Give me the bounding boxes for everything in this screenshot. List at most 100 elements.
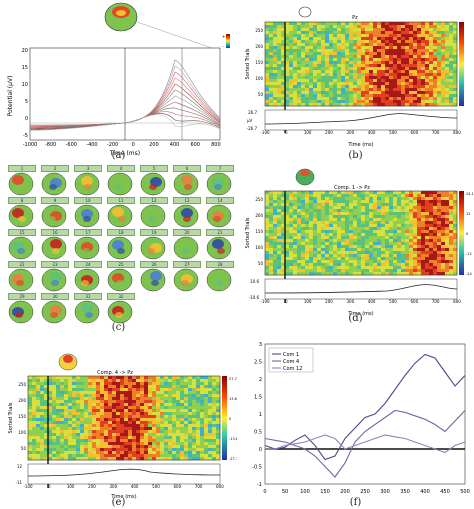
erp-trace bbox=[29, 114, 221, 131]
component-map: 7 bbox=[202, 165, 236, 196]
x-tick-e: 600 bbox=[174, 484, 182, 489]
y-tick-e: 100 bbox=[18, 430, 26, 435]
component-map: 9 bbox=[37, 197, 71, 228]
x-tick-d: 300 bbox=[347, 299, 355, 304]
x-tick-f: 0 bbox=[263, 489, 266, 495]
x-ticks-b: -100 0 100 200 300 400 500 600 700 800 bbox=[260, 130, 461, 135]
component-label: 28 bbox=[206, 261, 234, 268]
x-tick-d: 400 bbox=[368, 299, 376, 304]
component-map: 2 bbox=[37, 165, 71, 196]
panel-d: Comp. 1 -> Pz 24.1 12 0 -12 -24 250 200 150 100… bbox=[237, 165, 474, 340]
component-label: 10 bbox=[74, 197, 102, 204]
component-label: 16 bbox=[41, 229, 69, 236]
cbar-tick-d: -12 bbox=[466, 252, 472, 256]
x-tick-a: 200 bbox=[149, 142, 159, 148]
x-tick-e: 400 bbox=[131, 484, 139, 489]
cbar-ticks-e: 27.7 13.8 0 -13.8 -27.7 bbox=[229, 377, 238, 461]
x-tick-d: 600 bbox=[411, 299, 419, 304]
y-tick-a: -5 bbox=[23, 133, 28, 139]
legend-entry: Com 1 bbox=[283, 352, 299, 358]
erp-tick-bottom-d: -10.6 bbox=[249, 295, 260, 300]
x-tick-d: 800 bbox=[453, 299, 461, 304]
component-label: 21 bbox=[206, 229, 234, 236]
caption-c: (c) bbox=[111, 322, 126, 333]
x-tick-a: 0 bbox=[132, 142, 135, 148]
cbar-ticks-d: 24.1 12 0 -12 -24 bbox=[466, 192, 474, 276]
x-label-e: Time (ms) bbox=[110, 494, 136, 500]
y-tick-e: 200 bbox=[18, 398, 26, 403]
x-tick-b: 200 bbox=[325, 130, 333, 135]
component-map: 18 bbox=[103, 229, 137, 260]
component-map: 11 bbox=[103, 197, 137, 228]
component-label: 29 bbox=[8, 293, 36, 300]
component-map: 22 bbox=[4, 261, 38, 292]
x-tick-b: 800 bbox=[453, 130, 461, 135]
y-tick-b: 200 bbox=[255, 44, 263, 49]
y-ticks-f: 3 2.5 2 1.5 1 0.5 0 -0.5 -1 bbox=[252, 342, 262, 488]
x-tick-b: -100 bbox=[260, 130, 270, 135]
cbar-tick-d: 12 bbox=[466, 212, 470, 216]
x-ticks-f: 0 50 100 150 200 250 300 350 400 450 500 bbox=[263, 489, 469, 495]
caption-d: (d) bbox=[348, 313, 363, 324]
component-label: 26 bbox=[140, 261, 168, 268]
x-tick-e: 200 bbox=[88, 484, 96, 489]
x-tick-a: -200 bbox=[107, 142, 118, 148]
x-tick-b: 400 bbox=[368, 130, 376, 135]
x-tick-a: -400 bbox=[86, 142, 97, 148]
panel-c: 1 2 3 4 5 6 7 8 9 10 11 12 13 14 15 16 17 18 19 20 21 22 23 24 2… bbox=[0, 160, 237, 340]
y-tick-e: 250 bbox=[18, 382, 26, 387]
scalp-map-e bbox=[58, 353, 78, 371]
line-chart-f: 0 50 100 150 200 250 300 350 400 450 500 3 2.5 2 1.5 1… bbox=[252, 342, 470, 495]
component-label: 22 bbox=[8, 261, 36, 268]
y-tick-e: 150 bbox=[18, 414, 26, 419]
series-lines bbox=[264, 353, 466, 478]
component-label: 18 bbox=[107, 229, 135, 236]
x-tick-f: 100 bbox=[300, 489, 310, 495]
component-map: 25 bbox=[103, 261, 137, 292]
x-tick-e: 700 bbox=[195, 484, 203, 489]
panel-e: Comp. 4 -> Pz 27.7 13.8 0 -13.8 -27.7 250 200… bbox=[0, 350, 238, 509]
x-label-b: Time (ms) bbox=[347, 142, 373, 148]
x-tick-f: 450 bbox=[440, 489, 450, 495]
cbar-plus: + bbox=[222, 34, 225, 39]
erp-tick-bottom-b: -26.7 bbox=[247, 126, 258, 131]
component-label: 4 bbox=[107, 165, 135, 172]
x-label-a: Time (ms) bbox=[109, 150, 140, 157]
x-tick-b: 300 bbox=[347, 130, 355, 135]
x-tick-f: 300 bbox=[380, 489, 390, 495]
erp-tick-top-e: 12 bbox=[17, 464, 23, 469]
y-tick-a: 0 bbox=[25, 116, 28, 122]
cbar-tick-d: -24 bbox=[466, 272, 472, 276]
component-map: 29 bbox=[4, 293, 38, 324]
cbar-tick-e: 27.7 bbox=[229, 377, 237, 381]
y-tick-d: 50 bbox=[258, 261, 264, 266]
component-label: 2 bbox=[41, 165, 69, 172]
y-tick-a: 5 bbox=[25, 99, 28, 105]
component-label: 30 bbox=[41, 293, 69, 300]
x-ticks-e: -100 0 100 200 300 400 500 600 700 800 bbox=[23, 484, 224, 489]
component-label: 20 bbox=[173, 229, 201, 236]
cbar-tick-d: 24.1 bbox=[466, 192, 474, 196]
panel-b-plot: Pz 250 200 150 100 50 Sorted Trials 26.7 -26… bbox=[245, 6, 464, 148]
erp-image-d bbox=[265, 191, 458, 276]
cbar-minus: - bbox=[222, 44, 224, 49]
component-map: 30 bbox=[37, 293, 71, 324]
component-map: 8 bbox=[4, 197, 38, 228]
x-tick-d: 0 bbox=[285, 299, 288, 304]
component-map: 5 bbox=[136, 165, 170, 196]
component-map: 4 bbox=[103, 165, 137, 196]
x-tick-f: 400 bbox=[420, 489, 430, 495]
y-label-b: Sorted Trials bbox=[245, 48, 251, 79]
component-label: 17 bbox=[74, 229, 102, 236]
cbar-tick-e: 13.8 bbox=[229, 397, 237, 401]
scalp-map-b bbox=[298, 6, 312, 18]
component-map: 17 bbox=[70, 229, 104, 260]
erp-tick-top-d: 10.6 bbox=[250, 279, 259, 284]
caption-f: (f) bbox=[349, 497, 362, 508]
component-label: 9 bbox=[41, 197, 69, 204]
component-map: 19 bbox=[136, 229, 170, 260]
y-label-d: Sorted Trials bbox=[245, 217, 251, 248]
erp-image-b bbox=[265, 22, 458, 107]
component-map: 32 bbox=[103, 293, 137, 324]
